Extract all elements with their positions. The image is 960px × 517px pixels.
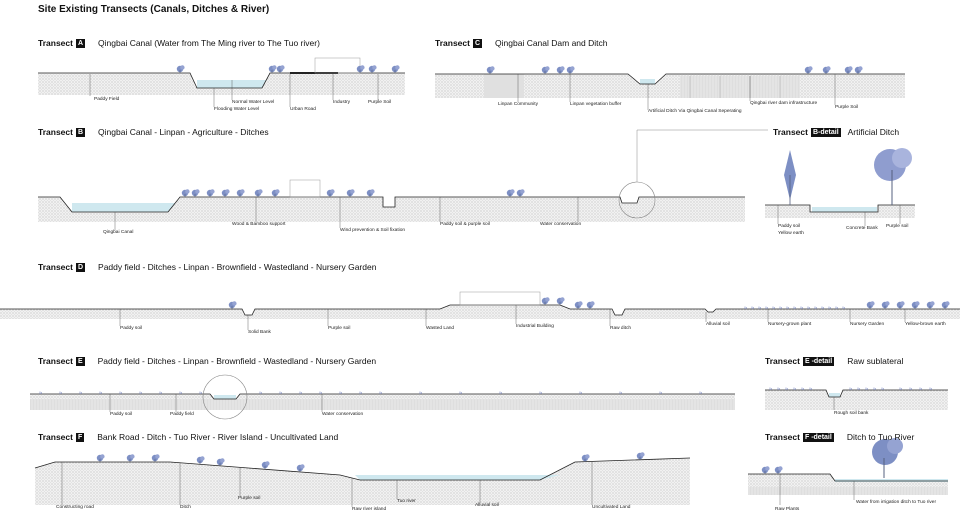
transect-f-label: Constructing road: [56, 505, 94, 510]
transect-f-detail-description: Ditch to Tuo River: [846, 432, 915, 442]
transect-c-label: Qingbai river dam infrastructure: [750, 101, 818, 106]
transect-a-description: Qingbai Canal (Water from The Ming river…: [98, 38, 320, 48]
transect-c-label: Linpan vegetation buffer: [570, 102, 622, 107]
transect-c-label: Artificial Ditch Via Qingbai Canal Seper…: [648, 109, 742, 114]
transect-c-label: Purple Soil: [835, 105, 859, 110]
transect-c-word: Transect: [435, 38, 470, 48]
transect-e-label: Paddy soil: [110, 412, 133, 417]
transect-f-label: Alluvial soil: [475, 503, 499, 508]
transect-d-key: D: [75, 262, 86, 272]
transect-c-key: C: [472, 38, 483, 48]
transect-a-drawing: [38, 57, 405, 107]
transect-e-detail-description: Raw sublateral: [847, 356, 904, 366]
transect-f-label: Tuo river: [397, 499, 416, 504]
transect-f-detail-drawing: [748, 438, 948, 505]
transect-a-heading: Transect A Qingbai Canal (Water from The…: [38, 38, 320, 48]
transect-b-detail-description: Artificial Ditch: [847, 127, 900, 137]
transect-b-detail-label: Concrete Bank: [846, 226, 878, 231]
transect-d-word: Transect: [38, 262, 73, 272]
transect-e-description: Paddy field - Ditches - Linpan - Brownfi…: [97, 356, 377, 366]
transect-d-label: Nursery Garden: [850, 322, 885, 327]
transect-b-detail-key: B-detail: [810, 127, 841, 137]
transect-c-description: Qingbai Canal Dam and Ditch: [495, 38, 608, 48]
transect-b-detail-heading: Transect B-detail Artificial Ditch: [773, 127, 899, 137]
transect-b-drawing: [38, 129, 768, 230]
transect-b-label: Water conservation: [540, 222, 582, 227]
transect-e-key: E: [75, 356, 85, 366]
transect-a-label: Urban Road: [290, 107, 316, 112]
transect-f-key: F: [75, 432, 85, 442]
transect-f-drawing: [34, 451, 691, 507]
transect-b-detail-label: Purple soil: [886, 224, 909, 229]
transect-f-label: Purple soil: [238, 496, 261, 501]
transect-f-detail-word: Transect: [765, 432, 800, 442]
transect-f-word: Transect: [38, 432, 73, 442]
transect-b-label: Wood & Bamboo support: [232, 222, 286, 227]
transect-c-heading: Transect C Qingbai Canal Dam and Ditch: [435, 38, 607, 48]
transect-d-label: Purple soil: [328, 326, 351, 331]
transect-a-key: A: [75, 38, 86, 48]
transect-a-label: Paddy Field: [94, 97, 120, 102]
transect-e-drawing: [30, 374, 735, 420]
transect-a-label: Normal Water Level: [232, 100, 275, 105]
transect-b-heading: Transect B Qingbai Canal - Linpan - Agri…: [38, 127, 269, 137]
transect-c-drawing: [435, 66, 905, 110]
transect-b-detail-label: Yellow earth: [778, 231, 804, 236]
transect-a-label: Flooding Water Level: [214, 107, 260, 112]
transect-d-label: Nursery-grown plant: [768, 322, 812, 327]
transect-f-label: Ditch: [180, 505, 191, 510]
transect-e-label: Paddy field: [170, 412, 194, 417]
transect-d-label: Yellow-brown earth: [905, 322, 946, 327]
transect-e-label: Water conservation: [322, 412, 364, 417]
transect-e-word: Transect: [38, 356, 73, 366]
transect-a-label: Industry: [333, 100, 351, 105]
transect-b-detail-label: Paddy soil: [778, 224, 801, 229]
transect-b-label: Paddy soil & purple soil: [440, 222, 490, 227]
transect-b-label: Wind prevention & Soil fixation: [340, 228, 406, 233]
transect-f-label: Raw river island: [352, 507, 387, 512]
transect-b-detail-drawing: [765, 148, 915, 226]
transect-f-label: Uncultivated Land: [592, 505, 631, 510]
transect-d-label: Paddy soil: [120, 326, 143, 331]
transect-f-detail-key: F -detail: [802, 432, 834, 442]
transect-d-description: Paddy field - Ditches - Linpan - Brownfi…: [98, 262, 377, 272]
transect-f-description: Bank Road - Ditch - Tuo River - River Is…: [97, 432, 339, 442]
page-title: Site Existing Transects (Canals, Ditches…: [38, 4, 270, 15]
transect-c-label: Linpan Community: [498, 102, 538, 107]
transect-b-label: Qingbai Canal: [103, 230, 134, 235]
transect-b-key: B: [75, 127, 86, 137]
transect-d-label: Alluvial soil: [706, 322, 730, 327]
transect-a-label: Purple Soil: [368, 100, 392, 105]
transect-e-detail-heading: Transect E -detail Raw sublateral: [765, 356, 903, 366]
transect-b-word: Transect: [38, 127, 73, 137]
transect-b-description: Qingbai Canal - Linpan - Agriculture - D…: [98, 127, 269, 137]
transect-f-heading: Transect F Bank Road - Ditch - Tuo River…: [38, 432, 338, 442]
transect-e-detail-drawing: [765, 387, 948, 410]
transect-a-word: Transect: [38, 38, 73, 48]
transect-f-detail-label: Water from irrigation ditch to Tuo river: [856, 500, 937, 505]
transect-d-label: Raw ditch: [610, 326, 632, 331]
transect-d-label: Industrial Building: [516, 324, 554, 329]
transect-b-detail-word: Transect: [773, 127, 808, 137]
transect-d-label: Solid Bank: [248, 330, 271, 335]
transect-d-label: Wasted Land: [426, 326, 455, 331]
transect-e-detail-key: E -detail: [802, 356, 835, 366]
transect-e-detail-word: Transect: [765, 356, 800, 366]
transect-e-detail-label: Rough soil bank: [834, 411, 869, 416]
transect-d-heading: Transect D Paddy field - Ditches - Linpa…: [38, 262, 376, 272]
transect-f-detail-label: Raw Plants: [775, 507, 800, 512]
transect-e-heading: Transect E Paddy field - Ditches - Linpa…: [38, 356, 376, 366]
transect-f-detail-heading: Transect F -detail Ditch to Tuo River: [765, 432, 914, 442]
transect-d-drawing: [0, 291, 960, 330]
